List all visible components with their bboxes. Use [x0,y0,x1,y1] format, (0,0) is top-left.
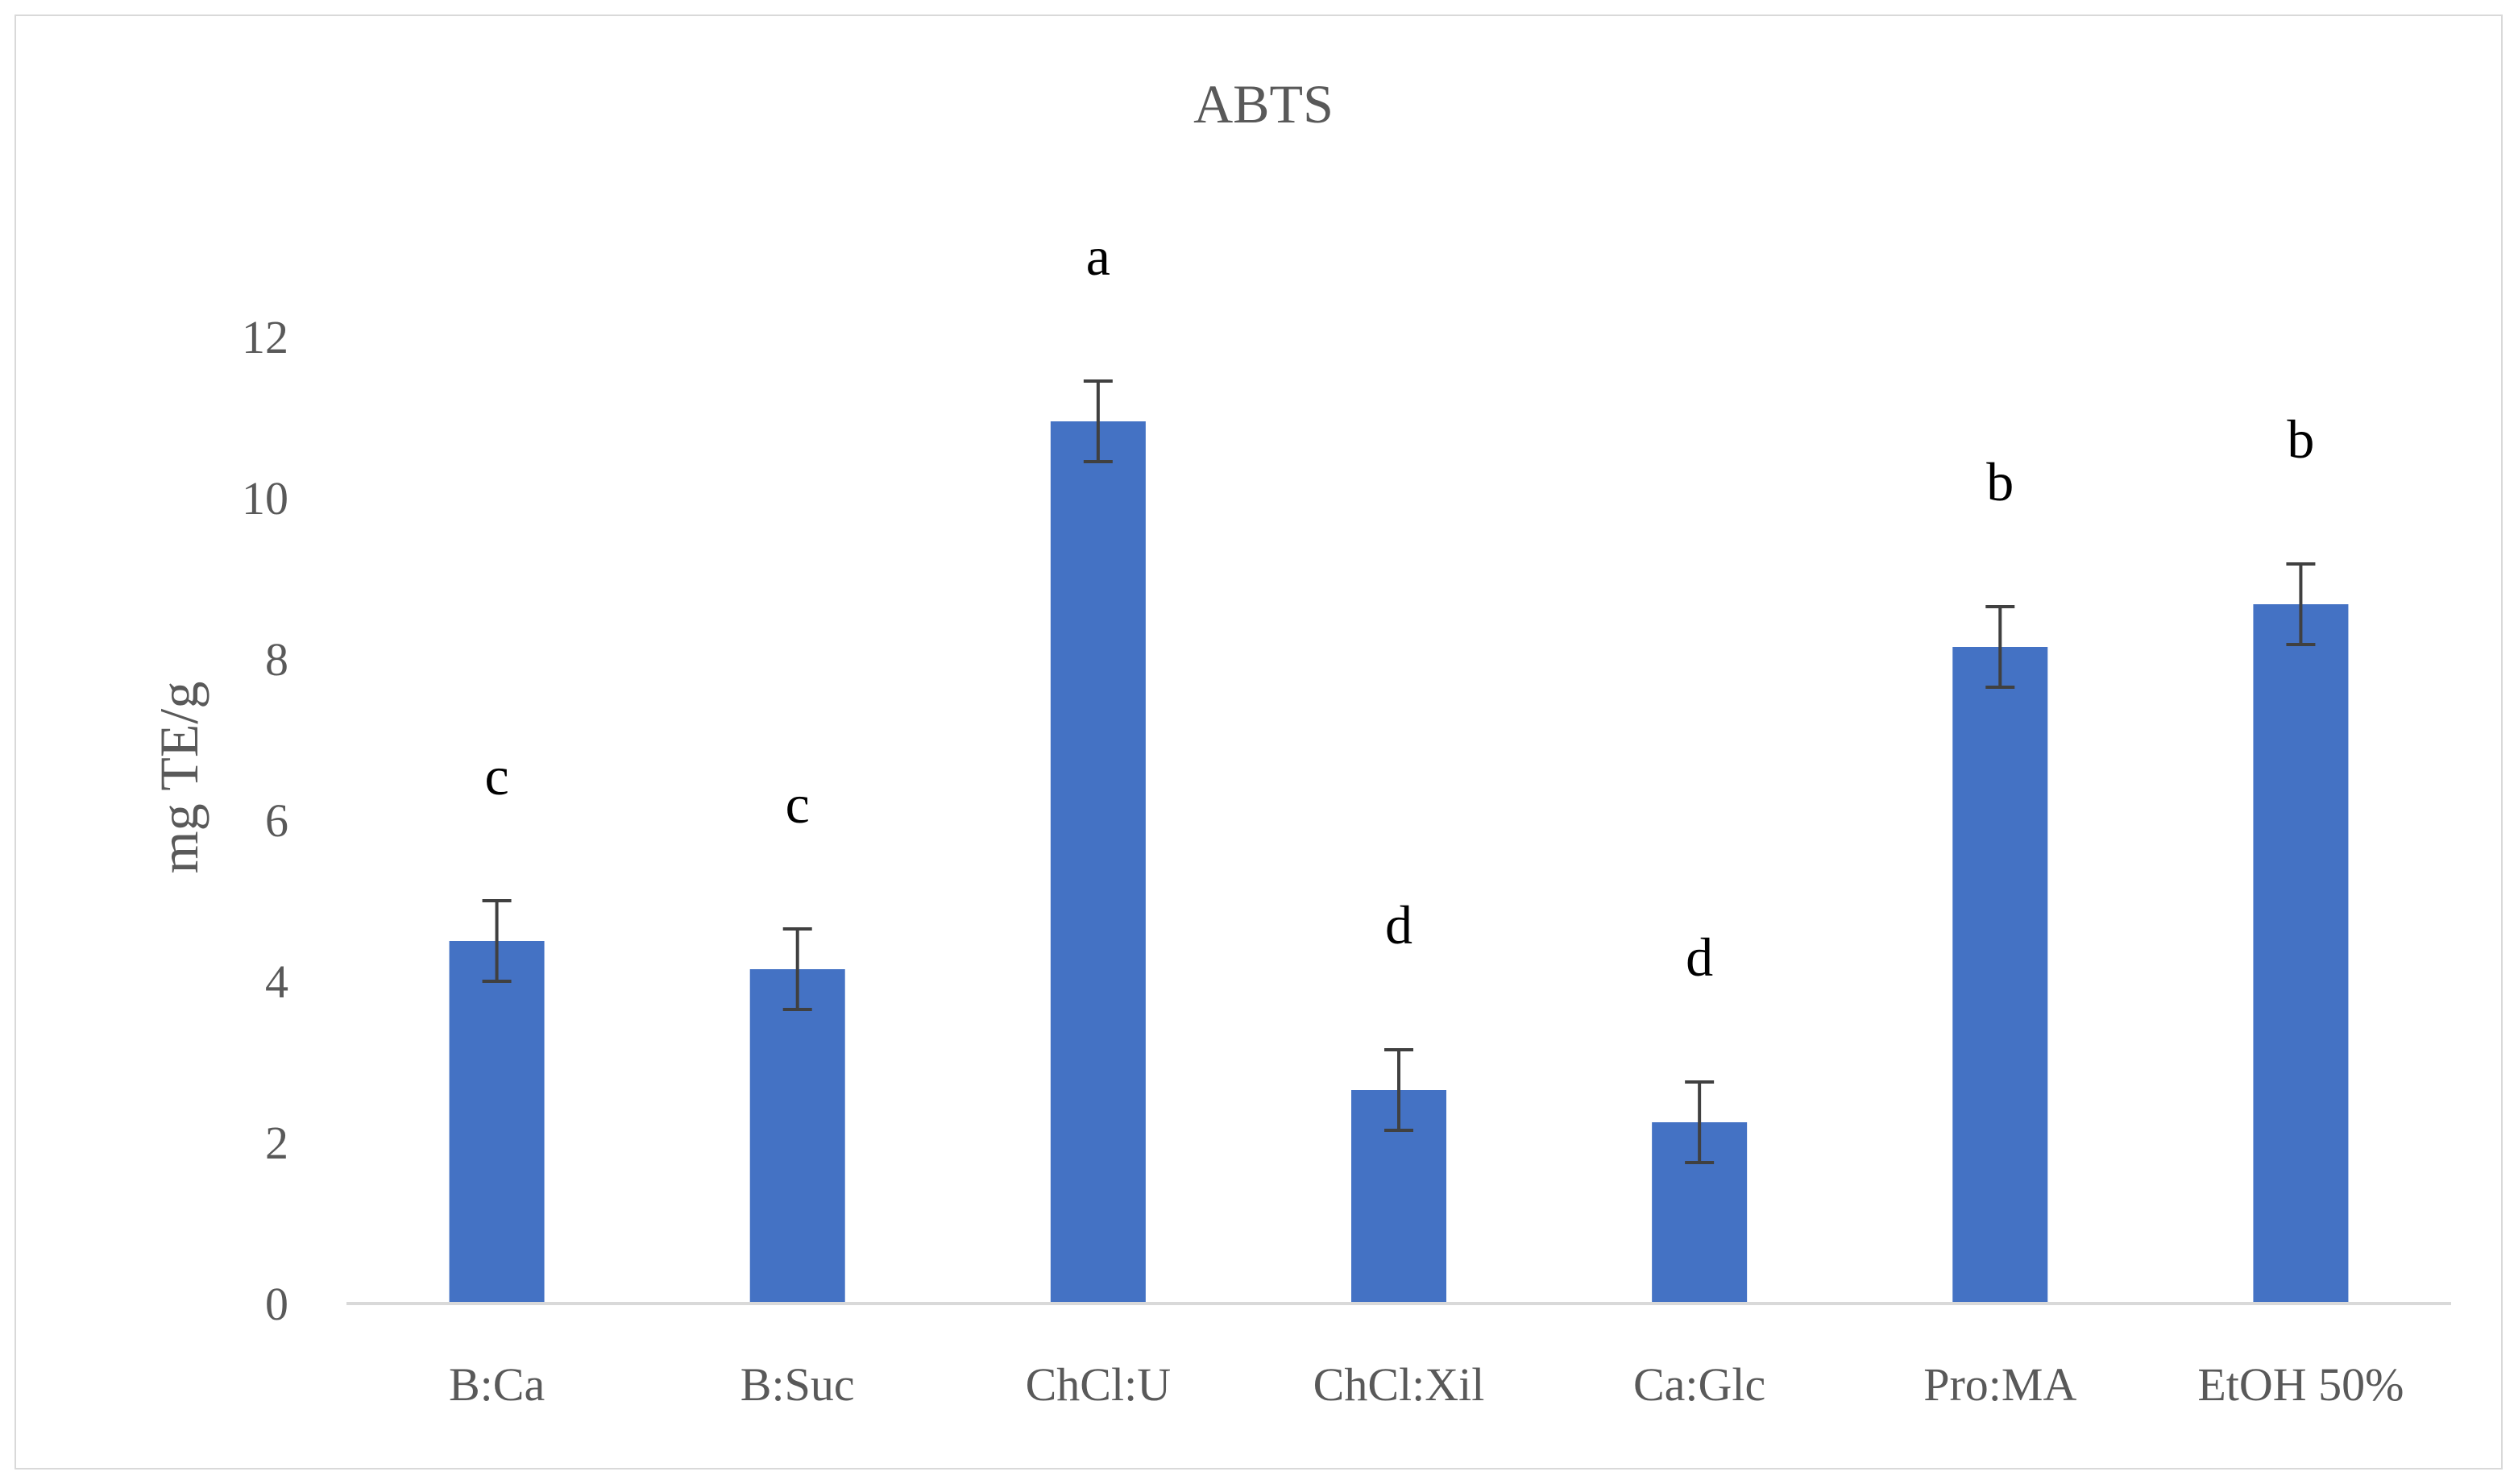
bar [1050,421,1146,1304]
error-bar [2286,562,2316,646]
y-tick-label: 8 [265,633,288,686]
y-axis-ticks: 0 2 4 6 8 10 12 [242,311,288,1330]
significance-letter: a [1086,226,1110,287]
x-axis-ticks: B:Ca B:Suc ChCl:U ChCl:Xil Ca:Glc Pro:MA EtOH … [449,1358,2404,1411]
significance-letter: b [2287,408,2314,470]
error-bar [1985,605,2015,689]
significance-letter: b [1986,451,2014,512]
bar [449,941,545,1304]
significance-letter: d [1385,894,1412,955]
x-tick-label: B:Suc [740,1358,855,1411]
bar [749,969,845,1304]
error-bar [1685,1080,1715,1164]
y-axis-label: mg TE/g [148,682,209,874]
y-tick-label: 4 [265,955,288,1008]
significance-letter: d [1686,926,1713,988]
x-tick-label: Ca:Glc [1633,1358,1765,1411]
y-tick-label: 6 [265,794,288,847]
y-tick-label: 2 [265,1117,288,1169]
error-bars-group [482,379,2316,1164]
x-tick-label: Pro:MA [1923,1358,2076,1411]
x-tick-label: ChCl:U [1026,1358,1172,1411]
y-tick-label: 12 [242,311,288,363]
bar [2253,604,2349,1304]
chart-frame [15,15,2503,1469]
significance-letter: c [484,745,508,806]
error-bar [482,899,512,983]
x-tick-label: ChCl:Xil [1313,1358,1485,1411]
y-tick-label: 0 [265,1278,288,1330]
error-bar [1384,1048,1413,1132]
significance-letter: c [786,773,810,835]
x-tick-label: B:Ca [449,1358,545,1411]
chart-title: ABTS [1193,73,1334,135]
y-tick-label: 10 [242,472,288,524]
x-tick-label: EtOH 50% [2197,1358,2404,1411]
bars-group [449,421,2349,1304]
significance-letters-group: c c a d d b b [484,226,2314,988]
error-bar [1083,379,1113,463]
bar [1952,647,2048,1304]
error-bar [782,927,812,1011]
